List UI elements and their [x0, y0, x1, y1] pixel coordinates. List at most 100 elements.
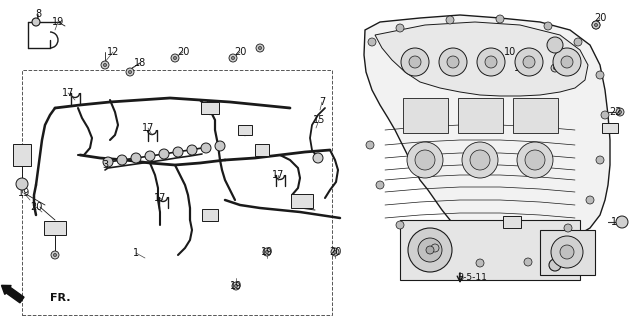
Text: 19: 19: [52, 17, 64, 27]
Circle shape: [415, 150, 435, 170]
Text: 7: 7: [319, 97, 325, 107]
Polygon shape: [375, 22, 588, 96]
Circle shape: [616, 216, 628, 228]
Circle shape: [525, 150, 545, 170]
Text: 9: 9: [52, 223, 58, 233]
Circle shape: [368, 38, 376, 46]
Text: 20: 20: [329, 247, 341, 257]
Circle shape: [103, 63, 107, 67]
Circle shape: [551, 64, 559, 72]
Bar: [400, 220, 580, 280]
Circle shape: [496, 15, 504, 23]
Circle shape: [592, 21, 600, 29]
Circle shape: [256, 44, 264, 52]
Circle shape: [174, 56, 177, 60]
Text: 15: 15: [313, 115, 325, 125]
Circle shape: [159, 149, 169, 159]
Text: 14: 14: [559, 253, 571, 263]
Circle shape: [205, 210, 215, 220]
Text: 19: 19: [230, 281, 242, 291]
Circle shape: [560, 245, 574, 259]
Circle shape: [564, 224, 572, 232]
Circle shape: [553, 48, 581, 76]
Text: 12: 12: [107, 47, 119, 57]
Circle shape: [51, 251, 59, 259]
Bar: [512, 98, 558, 132]
Circle shape: [396, 24, 404, 32]
Bar: [291, 194, 313, 208]
Circle shape: [229, 54, 237, 62]
Bar: [22, 70, 332, 315]
Bar: [403, 98, 447, 132]
Text: 22: 22: [609, 107, 622, 117]
Text: 19: 19: [261, 247, 273, 257]
Circle shape: [171, 54, 179, 62]
Circle shape: [596, 156, 604, 164]
Text: 17: 17: [272, 170, 284, 180]
Circle shape: [232, 282, 240, 290]
Circle shape: [431, 244, 439, 252]
Polygon shape: [364, 15, 610, 262]
Circle shape: [187, 145, 197, 155]
Circle shape: [547, 37, 563, 53]
Text: FR.: FR.: [50, 293, 71, 303]
Bar: [255, 144, 269, 156]
Circle shape: [594, 23, 598, 27]
Text: 18: 18: [134, 58, 146, 68]
Circle shape: [407, 142, 443, 178]
Circle shape: [563, 256, 567, 260]
Circle shape: [32, 18, 40, 26]
Circle shape: [485, 56, 497, 68]
Circle shape: [16, 178, 28, 190]
Circle shape: [544, 22, 552, 30]
Circle shape: [101, 61, 109, 69]
Text: 16: 16: [202, 211, 214, 221]
Circle shape: [618, 110, 622, 114]
Text: 17: 17: [154, 193, 166, 203]
Text: 2: 2: [257, 145, 263, 155]
Circle shape: [126, 68, 134, 76]
Circle shape: [592, 21, 600, 29]
Circle shape: [553, 67, 557, 69]
Text: 20: 20: [177, 47, 189, 57]
Circle shape: [366, 141, 374, 149]
Circle shape: [616, 108, 624, 116]
Circle shape: [408, 228, 452, 272]
Text: 8: 8: [35, 9, 41, 19]
Circle shape: [409, 56, 421, 68]
Bar: [202, 209, 218, 221]
Text: 21: 21: [606, 123, 618, 133]
Bar: [44, 221, 66, 235]
Bar: [13, 144, 31, 166]
Text: 10: 10: [504, 47, 516, 57]
Bar: [503, 216, 521, 228]
Circle shape: [232, 56, 235, 60]
Circle shape: [439, 48, 467, 76]
Circle shape: [470, 150, 490, 170]
Circle shape: [201, 143, 211, 153]
Circle shape: [131, 153, 141, 163]
Circle shape: [523, 56, 535, 68]
Text: 1: 1: [133, 248, 139, 258]
Circle shape: [462, 142, 498, 178]
Circle shape: [601, 111, 609, 119]
Circle shape: [145, 151, 155, 161]
Circle shape: [401, 48, 429, 76]
Circle shape: [551, 236, 583, 268]
Text: 5: 5: [297, 196, 303, 206]
Circle shape: [586, 196, 594, 204]
FancyArrow shape: [1, 285, 24, 303]
Circle shape: [594, 23, 598, 27]
Text: B-5-11: B-5-11: [457, 274, 487, 283]
Text: 17: 17: [142, 123, 154, 133]
Circle shape: [173, 147, 183, 157]
Circle shape: [524, 258, 532, 266]
Circle shape: [515, 48, 543, 76]
Text: 4: 4: [204, 103, 210, 113]
Circle shape: [596, 71, 604, 79]
Circle shape: [313, 153, 323, 163]
Text: 17: 17: [62, 88, 74, 98]
Circle shape: [476, 259, 484, 267]
Circle shape: [396, 221, 404, 229]
Text: 2: 2: [17, 150, 23, 160]
